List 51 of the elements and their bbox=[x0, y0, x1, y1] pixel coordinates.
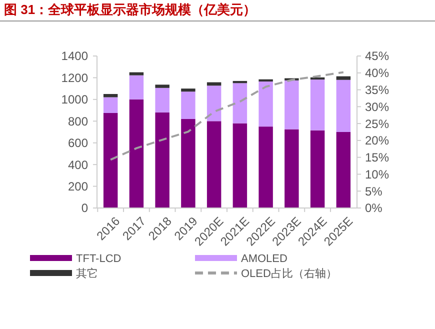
y2-tick-label: 15% bbox=[365, 150, 390, 165]
bar bbox=[258, 82, 273, 127]
bar bbox=[181, 88, 196, 92]
y2-tick-label: 40% bbox=[365, 66, 390, 80]
y-tick-label: 400 bbox=[68, 158, 88, 172]
bar bbox=[336, 76, 351, 80]
bar bbox=[310, 80, 325, 130]
bar bbox=[310, 130, 325, 208]
bar bbox=[103, 94, 118, 98]
legend-label: TFT-LCD bbox=[76, 252, 122, 265]
bar bbox=[258, 126, 273, 208]
bar bbox=[232, 80, 248, 84]
bar bbox=[155, 84, 170, 88]
bar bbox=[155, 112, 170, 208]
bar bbox=[103, 113, 118, 208]
bar bbox=[206, 121, 222, 208]
bar bbox=[284, 80, 299, 130]
chart-title: 图 31：全球平板显示器市场规模（亿美元） bbox=[4, 2, 256, 17]
bar bbox=[129, 75, 144, 100]
y2-tick-label: 0% bbox=[365, 201, 383, 216]
legend-label: OLED占比（右轴） bbox=[241, 266, 337, 280]
y-tick-label: 0 bbox=[81, 201, 88, 216]
bar bbox=[181, 118, 196, 208]
legend-label: 其它 bbox=[76, 266, 98, 280]
bar bbox=[232, 123, 248, 208]
bar bbox=[284, 129, 299, 208]
y2-tick-label: 5% bbox=[365, 184, 383, 198]
line-series bbox=[110, 71, 344, 161]
bar bbox=[129, 72, 144, 76]
bar bbox=[336, 80, 351, 132]
legend-label: AMOLED bbox=[241, 252, 288, 265]
y-tick-label: 800 bbox=[68, 114, 88, 128]
bar bbox=[258, 79, 273, 82]
bar bbox=[181, 92, 196, 119]
bar bbox=[129, 99, 144, 208]
y2-tick-label: 20% bbox=[365, 134, 390, 148]
y2-tick-label: 10% bbox=[365, 167, 390, 182]
bar bbox=[232, 83, 248, 124]
y-tick-label: 1400 bbox=[61, 49, 88, 64]
bar bbox=[206, 86, 222, 122]
y2-tick-label: 25% bbox=[365, 116, 390, 131]
bar bbox=[155, 88, 170, 112]
y2-tick-label: 30% bbox=[365, 100, 390, 114]
y-tick-label: 1200 bbox=[61, 70, 88, 85]
y-tick-label: 1000 bbox=[61, 92, 88, 107]
bar bbox=[336, 132, 351, 208]
y2-tick-label: 45% bbox=[365, 49, 390, 64]
bar bbox=[103, 97, 118, 113]
y-tick-label: 600 bbox=[68, 136, 88, 150]
y2-tick-label: 35% bbox=[365, 82, 390, 97]
y-tick-label: 200 bbox=[68, 179, 88, 194]
